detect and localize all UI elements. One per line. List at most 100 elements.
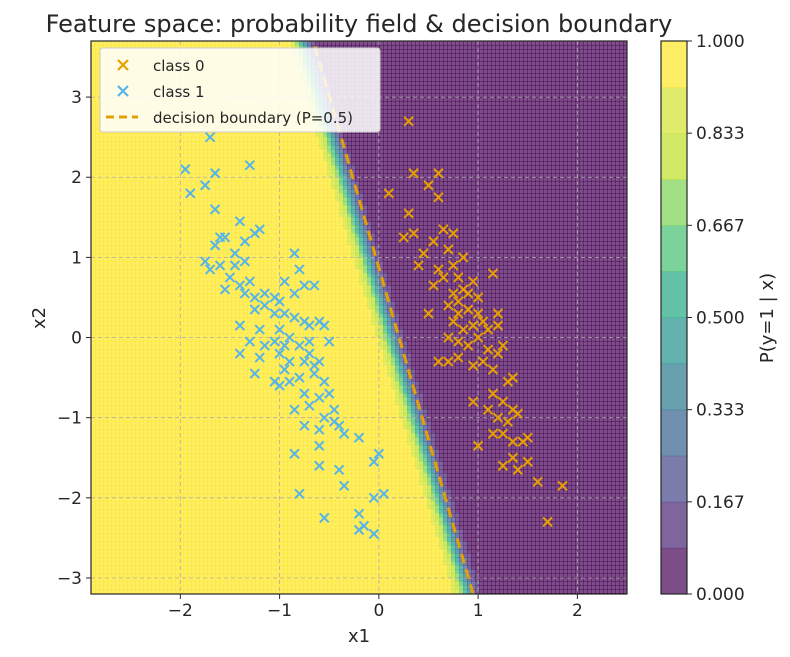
field-cell (115, 549, 120, 554)
field-cell (211, 401, 216, 406)
field-cell (103, 349, 108, 354)
field-cell (127, 505, 132, 510)
field-cell (163, 301, 168, 306)
field-cell (131, 317, 136, 322)
field-cell (147, 545, 152, 550)
field-cell (179, 417, 184, 422)
field-cell (227, 349, 232, 354)
field-cell (195, 493, 200, 498)
field-cell (187, 573, 192, 578)
field-cell (107, 385, 112, 390)
field-cell (135, 589, 140, 594)
field-cell (179, 153, 184, 158)
field-cell (95, 221, 100, 226)
field-cell (163, 569, 168, 574)
field-cell (227, 397, 232, 402)
field-cell (119, 421, 124, 426)
field-cell (147, 213, 152, 218)
field-cell (163, 385, 168, 390)
field-cell (111, 445, 116, 450)
field-cell (211, 277, 216, 282)
field-cell (91, 325, 96, 330)
field-cell (131, 525, 136, 530)
field-cell (227, 293, 232, 298)
field-cell (95, 233, 100, 238)
field-cell (135, 341, 140, 346)
field-cell (223, 461, 228, 466)
field-cell (111, 433, 116, 438)
field-cell (199, 565, 204, 570)
field-cell (127, 525, 132, 530)
field-cell (207, 397, 212, 402)
field-cell (203, 137, 208, 142)
field-cell (99, 537, 104, 542)
field-cell (115, 245, 120, 250)
field-cell (167, 461, 172, 466)
field-cell (99, 161, 104, 166)
field-cell (167, 489, 172, 494)
field-cell (135, 421, 140, 426)
field-cell (139, 405, 144, 410)
field-cell (211, 313, 216, 318)
field-cell (215, 561, 220, 566)
field-cell (119, 257, 124, 262)
field-cell (99, 289, 104, 294)
field-cell (103, 261, 108, 266)
field-cell (155, 233, 160, 238)
field-cell (147, 401, 152, 406)
field-cell (215, 277, 220, 282)
field-cell (123, 513, 128, 518)
field-cell (171, 241, 176, 246)
field-cell (115, 341, 120, 346)
field-cell (175, 273, 180, 278)
field-cell (103, 253, 108, 258)
field-cell (111, 485, 116, 490)
field-cell (131, 537, 136, 542)
field-cell (91, 389, 96, 394)
field-cell (143, 397, 148, 402)
field-cell (99, 401, 104, 406)
field-cell (199, 477, 204, 482)
field-cell (139, 505, 144, 510)
field-cell (91, 245, 96, 250)
field-cell (123, 413, 128, 418)
field-cell (183, 381, 188, 386)
field-cell (175, 189, 180, 194)
field-cell (115, 357, 120, 362)
field-cell (159, 209, 164, 214)
field-cell (91, 485, 96, 490)
field-cell (203, 485, 208, 490)
field-cell (119, 529, 124, 534)
field-cell (119, 145, 124, 150)
field-cell (207, 333, 212, 338)
field-cell (215, 541, 220, 546)
field-cell (123, 217, 128, 222)
field-cell (207, 529, 212, 534)
field-cell (191, 333, 196, 338)
field-cell (207, 169, 212, 174)
field-cell (127, 565, 132, 570)
field-cell (203, 537, 208, 542)
field-cell (203, 489, 208, 494)
field-cell (123, 197, 128, 202)
field-cell (139, 545, 144, 550)
field-cell (135, 425, 140, 430)
field-cell (175, 249, 180, 254)
field-cell (91, 441, 96, 446)
field-cell (203, 201, 208, 206)
field-cell (183, 461, 188, 466)
field-cell (191, 293, 196, 298)
field-cell (163, 517, 168, 522)
field-cell (111, 413, 116, 418)
field-cell (187, 137, 192, 142)
field-cell (95, 97, 100, 102)
field-cell (139, 205, 144, 210)
field-cell (99, 485, 104, 490)
field-cell (119, 393, 124, 398)
field-cell (135, 305, 140, 310)
field-cell (219, 277, 224, 282)
field-cell (175, 585, 180, 590)
field-cell (195, 297, 200, 302)
field-cell (199, 329, 204, 334)
field-cell (135, 357, 140, 362)
